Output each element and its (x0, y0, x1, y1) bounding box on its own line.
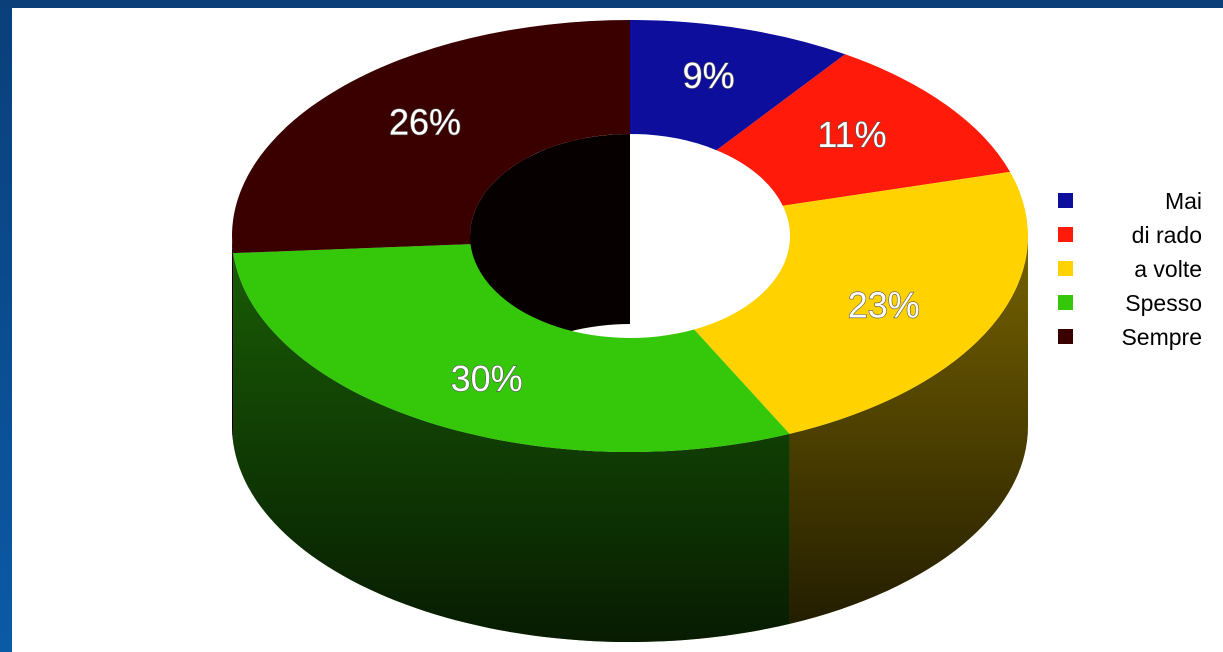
donut-slice-sempre (232, 20, 630, 254)
value-label-sempre: 26% (389, 102, 461, 143)
legend-item-sempre: Sempre (1042, 320, 1223, 354)
donut-sides (232, 236, 1028, 643)
legend-item-mai: Mai (1042, 184, 1223, 218)
donut-side-shade-a-volte (789, 236, 1028, 624)
legend-swatch-spesso (1058, 295, 1073, 310)
legend-label-di-rado: di rado (1131, 222, 1202, 248)
donut-slice-di-rado (716, 54, 1011, 206)
legend-swatch-di-rado (1058, 227, 1073, 242)
legend-label-mai: Mai (1164, 188, 1202, 214)
legend-item-a-volte: a volte (1042, 252, 1223, 286)
value-label-di-rado: 11% (817, 114, 886, 155)
legend-label-a-volte: a volte (1134, 256, 1202, 282)
value-label-a-volte: 23% (848, 284, 920, 325)
donut-slice-spesso (233, 244, 790, 452)
donut-side-shade-spesso (233, 253, 790, 643)
legend-label-sempre: Sempre (1121, 324, 1202, 350)
legend-swatch-sempre (1058, 329, 1073, 344)
legend-swatch-mai (1058, 193, 1073, 208)
data-labels: 9% 11% 23% 30% 26% (388, 54, 920, 400)
donut-slice-mai (630, 20, 846, 151)
legend: Mai di rado a volte Spesso Sempre (1042, 184, 1223, 354)
legend-item-di-rado: di rado (1042, 218, 1223, 252)
value-label-mai: 9% (683, 55, 735, 96)
donut-slice-a-volte (694, 171, 1028, 434)
legend-swatch-a-volte (1058, 261, 1073, 276)
chart-panel: 9% 11% 23% 30% 26% Mai di rado a volte Spesso Se… (12, 8, 1223, 652)
donut-side-shade-sempre (232, 236, 234, 444)
value-label-spesso: 30% (451, 358, 523, 399)
legend-label-spesso: Spesso (1125, 290, 1202, 316)
donut-chart: 9% 11% 23% 30% 26% (232, 20, 1028, 643)
donut-tops (232, 20, 1028, 452)
legend-item-spesso: Spesso (1042, 286, 1223, 320)
